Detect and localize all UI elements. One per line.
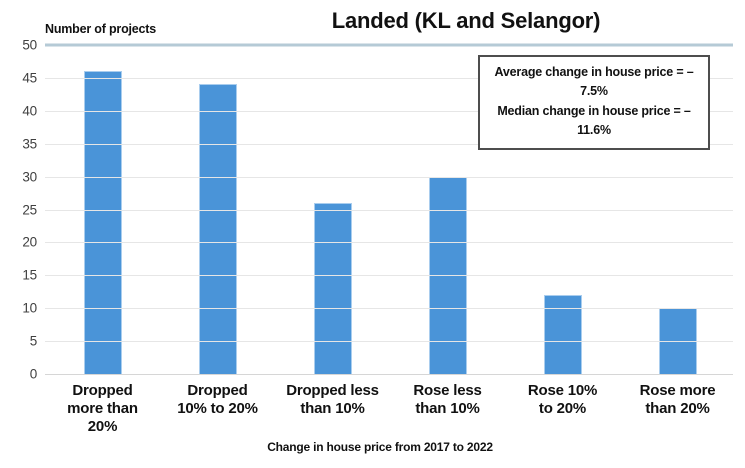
gridline-25 — [45, 209, 733, 211]
y-tick-label-25: 25 — [22, 202, 37, 217]
category-labels: Dropped more than 20% Dropped 10% to 20% D… — [45, 382, 735, 436]
y-tick-label-50: 50 — [22, 37, 37, 53]
y-tick-label-35: 35 — [22, 136, 37, 152]
annotation-average: Average change in house price = –7.5% — [494, 65, 694, 99]
plot-area — [45, 43, 735, 375]
category-label-5: Rose more than 20% — [639, 382, 716, 417]
gridline-40 — [45, 110, 733, 112]
bar-column-0 — [45, 45, 160, 374]
bar-0 — [83, 71, 122, 374]
gridline-10 — [45, 308, 733, 310]
y-tick-label-30: 30 — [22, 169, 37, 185]
category-label-1: Dropped 10% to 20% — [177, 382, 258, 417]
y-axis-title: Number of projects — [45, 22, 156, 36]
chart-title: Landed (KL and Selangor) — [331, 8, 601, 33]
y-tick-label-0: 0 — [29, 366, 38, 382]
y-tick-label-45: 45 — [22, 70, 37, 86]
x-axis-title: Change in house price from 2017 to 2022 — [267, 440, 493, 454]
gridline-50 — [45, 43, 733, 47]
y-axis-ticks: 0 5 10 15 20 25 30 35 40 45 50 — [0, 38, 38, 382]
y-tick-label-5: 5 — [29, 333, 38, 349]
category-label-3: Rose less than 10% — [413, 382, 482, 417]
gridline-15 — [45, 275, 733, 277]
gridline-20 — [45, 242, 733, 244]
bar-column-1 — [160, 45, 275, 374]
bar-1 — [198, 84, 237, 374]
y-tick-label-40: 40 — [22, 103, 37, 119]
bar-4 — [543, 295, 582, 374]
category-label-4: Rose 10% to 20% — [527, 382, 598, 417]
y-tick-label-15: 15 — [22, 267, 37, 283]
category-label-2: Dropped less than 10% — [286, 382, 379, 417]
gridline-0 — [45, 374, 733, 375]
gridline-30 — [45, 176, 733, 178]
bar-2 — [313, 202, 352, 374]
gridline-5 — [45, 341, 733, 343]
annotation-median: Median change in house price = – 11.6% — [497, 103, 691, 138]
gridline-45 — [45, 77, 733, 79]
y-tick-label-20: 20 — [22, 234, 37, 250]
annotation-box: Average change in house price = –7.5% Me… — [478, 55, 710, 150]
gridline-35 — [45, 143, 733, 145]
category-label-0: Dropped more than 20% — [67, 382, 138, 435]
bar-column-2 — [275, 45, 390, 374]
y-tick-label-10: 10 — [22, 300, 37, 316]
